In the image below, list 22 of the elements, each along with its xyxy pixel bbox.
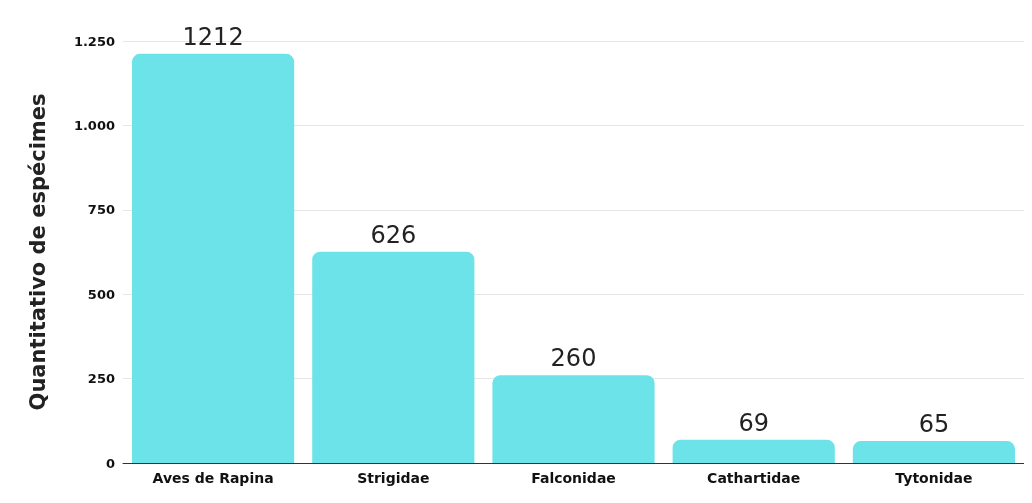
bar	[312, 251, 475, 463]
bar	[492, 375, 655, 463]
y-tick-label: 750	[87, 202, 115, 218]
data-label: 69	[738, 408, 769, 437]
y-tick-label: 250	[87, 371, 115, 387]
data-label: 260	[550, 344, 597, 373]
y-tick-label: 1.250	[73, 33, 115, 49]
data-label: 65	[918, 410, 950, 439]
y-tick-label: 1.000	[73, 117, 115, 133]
bar	[132, 53, 295, 463]
y-tick-label: 0	[105, 455, 115, 471]
y-axis-title: Quantitativo de espécimes	[25, 93, 50, 411]
data-label: 626	[370, 220, 417, 249]
x-tick-label: Falconidae	[531, 470, 616, 486]
x-tick-label: Cathartidae	[707, 470, 801, 486]
y-tick-label: 500	[87, 286, 115, 302]
x-tick-label: Strigidae	[357, 470, 430, 486]
data-label: 1212	[182, 22, 244, 51]
bar	[852, 441, 1015, 463]
bar	[672, 439, 835, 463]
x-tick-label: Aves de Rapina	[152, 470, 274, 486]
x-tick-label: Tytonidae	[895, 470, 973, 486]
